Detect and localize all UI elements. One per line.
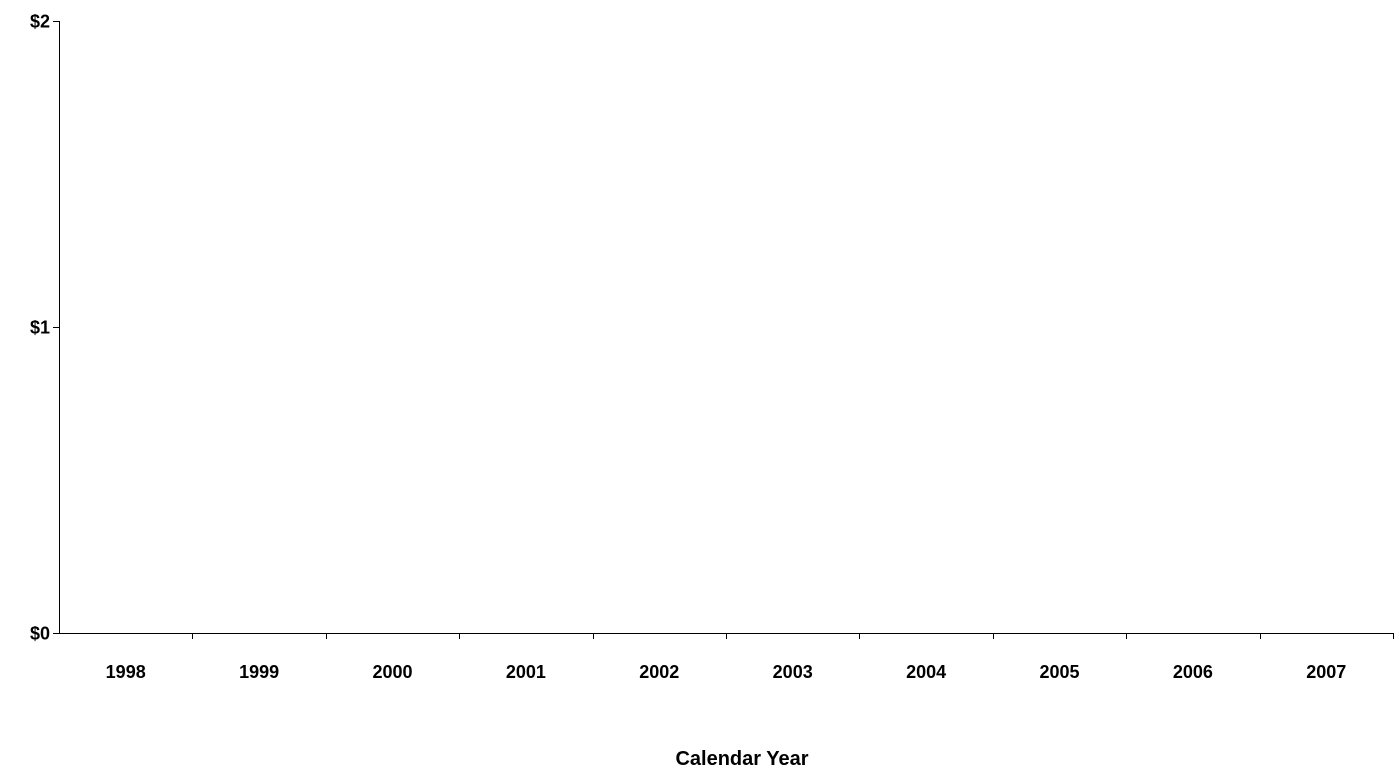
- x-tick-label: 2005: [1039, 662, 1079, 682]
- x-tick-label: 2000: [372, 662, 412, 682]
- x-axis: 1998 1999 2000 2001 2002 2003 2004 2005 2006 2007: [59, 633, 1394, 682]
- x-tick-label: 2002: [639, 662, 679, 682]
- x-tick-label: 2007: [1306, 662, 1346, 682]
- x-tick-label: 1998: [106, 662, 146, 682]
- x-tick-label: 2006: [1173, 662, 1213, 682]
- x-tick-label: 2001: [506, 662, 546, 682]
- y-tick-label: $0: [30, 624, 50, 644]
- y-axis: $0 $1 $2: [30, 12, 60, 644]
- x-tick-label: 1999: [239, 662, 279, 682]
- y-tick-label: $1: [30, 318, 50, 338]
- x-tick-label: 2004: [906, 662, 946, 682]
- y-tick-label: $2: [30, 12, 50, 32]
- x-tick-label: 2003: [773, 662, 813, 682]
- x-axis-title: Calendar Year: [675, 748, 808, 770]
